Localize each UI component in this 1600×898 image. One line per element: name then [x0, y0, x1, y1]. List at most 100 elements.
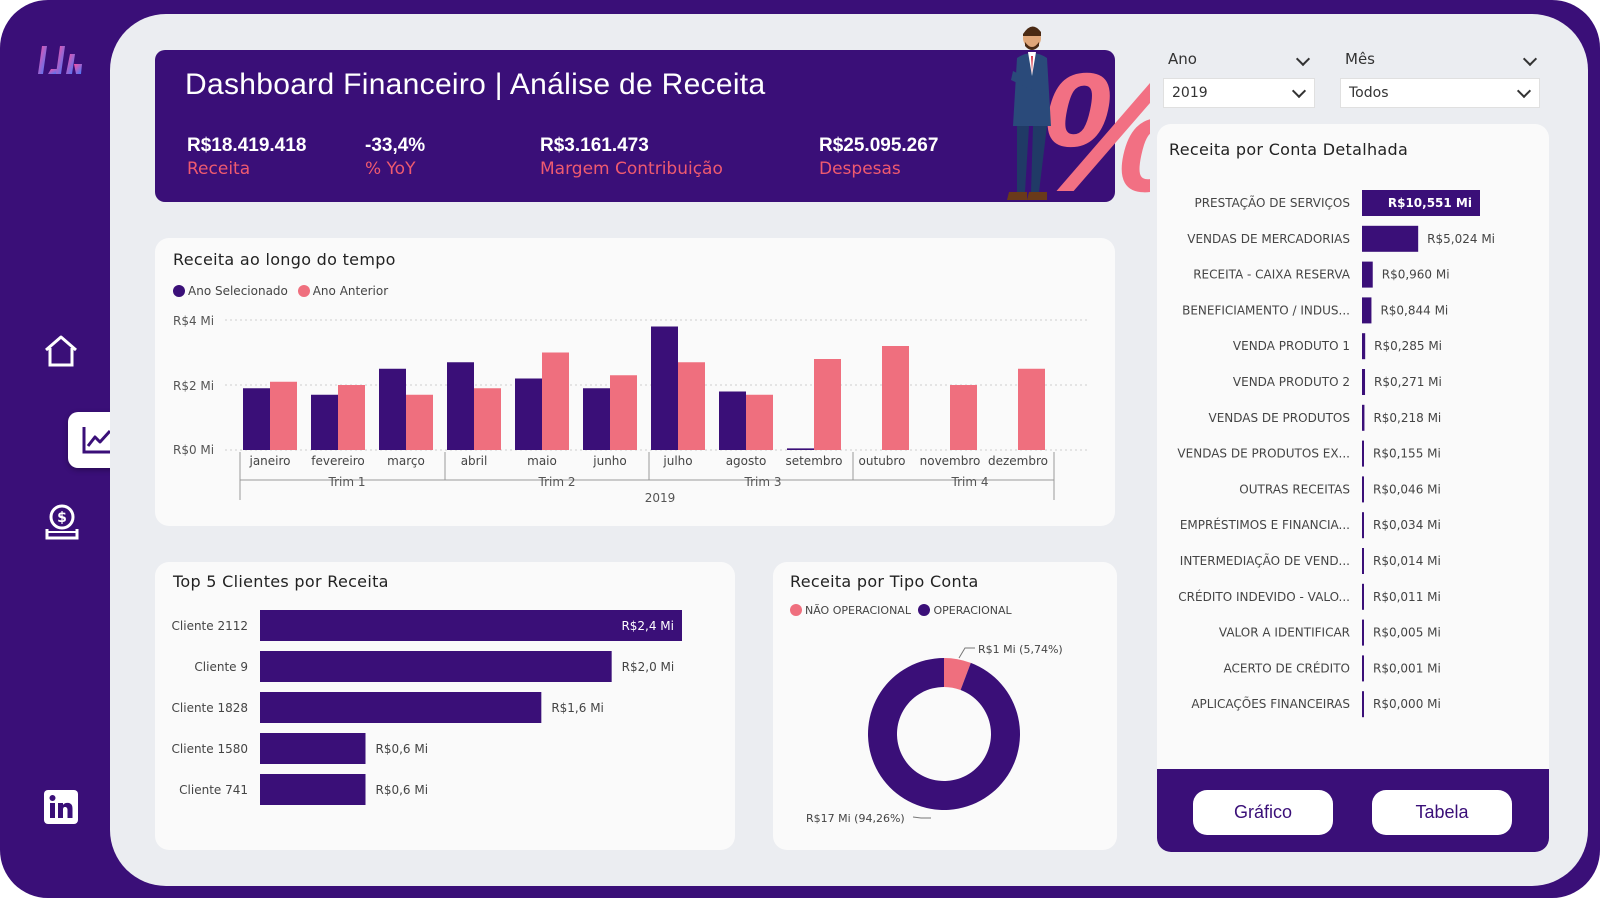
kpi-label: Despesas [819, 159, 901, 179]
category-label: VENDA PRODUTO 1 [1233, 339, 1350, 353]
quarter-label: Trim 4 [951, 475, 989, 489]
x-tick-label: dezembro [988, 454, 1048, 468]
kpi-value: R$18.419.418 [187, 135, 307, 156]
bar-ano-anterior[interactable] [746, 394, 773, 450]
bar-ano-anterior[interactable] [542, 352, 569, 451]
bar-ano-selecionado[interactable] [787, 448, 814, 450]
slicer-label: Mês [1345, 50, 1375, 68]
conta-bar[interactable] [1362, 583, 1364, 610]
kpi-label: % YoY [365, 159, 416, 179]
conta-bar[interactable] [1362, 261, 1373, 288]
grafico-button[interactable]: Gráfico [1193, 790, 1333, 835]
tabela-button[interactable]: Tabela [1372, 790, 1512, 835]
conta-bar[interactable] [1362, 691, 1364, 718]
conta-bar[interactable] [1362, 655, 1364, 682]
x-tick-label: fevereiro [311, 454, 365, 468]
bar-ano-anterior[interactable] [406, 394, 433, 450]
top-clients-chart: Cliente 2112 R$2,4 Mi Cliente 9 R$2,0 Mi Cli… [172, 610, 682, 805]
category-label: INTERMEDIAÇÃO DE VEND... [1180, 553, 1350, 568]
chart-legend: NÃO OPERACIONAL OPERACIONAL [790, 604, 1012, 617]
bar-ano-anterior[interactable] [338, 385, 365, 450]
slicer-label: Ano [1168, 50, 1197, 68]
slicer-mes-dropdown[interactable]: Todos [1340, 78, 1540, 108]
bar-ano-anterior[interactable] [882, 346, 909, 450]
conta-bar[interactable] [1362, 512, 1364, 539]
x-tick-label: agosto [726, 454, 767, 468]
legend-dot [173, 285, 185, 297]
mascot-percent-illustration: % [1007, 26, 1150, 206]
data-label: R$0,844 Mi [1380, 303, 1448, 317]
conta-bar[interactable] [1362, 440, 1364, 467]
bar-ano-anterior[interactable] [678, 362, 705, 450]
conta-bar[interactable] [1362, 225, 1419, 252]
bar-ano-selecionado[interactable] [515, 378, 542, 451]
bar-ano-selecionado[interactable] [379, 368, 406, 450]
category-label: VENDAS DE PRODUTOS [1208, 411, 1350, 425]
conta-bar[interactable] [1362, 369, 1366, 395]
legend-label: NÃO OPERACIONAL [805, 604, 911, 617]
slicer-ano-dropdown[interactable]: 2019 [1163, 78, 1315, 108]
data-label: R$0,034 Mi [1373, 518, 1441, 532]
client-bar[interactable] [260, 610, 682, 641]
data-label: R$0,285 Mi [1374, 339, 1442, 353]
client-bar[interactable] [260, 774, 366, 805]
kpi-value: -33,4% [365, 135, 426, 156]
bar-ano-selecionado[interactable] [583, 388, 610, 450]
leader-line [912, 816, 931, 819]
conta-bar[interactable] [1362, 404, 1365, 431]
conta-bar[interactable] [1362, 190, 1480, 216]
header-banner: Dashboard Financeiro | Análise de Receit… [155, 50, 1115, 202]
bar-ano-selecionado[interactable] [311, 394, 338, 450]
home-icon[interactable] [40, 330, 82, 372]
bar-ano-selecionado[interactable] [719, 391, 746, 451]
conta-bar[interactable] [1362, 619, 1364, 646]
bar-ano-anterior[interactable] [814, 359, 841, 450]
donut-slice-nao-operacional[interactable] [944, 658, 971, 691]
x-tick-label: novembro [920, 454, 981, 468]
bar-ano-anterior[interactable] [1018, 368, 1045, 450]
category-label: EMPRÉSTIMOS E FINANCIA... [1180, 517, 1350, 532]
client-bar[interactable] [260, 651, 612, 682]
data-label: R$0,271 Mi [1374, 375, 1442, 389]
data-label: R$0,005 Mi [1373, 626, 1441, 640]
donut-label-big: R$17 Mi (94,26%) [806, 812, 905, 825]
chart-legend: Ano Selecionado Ano Anterior [173, 284, 388, 298]
chevron-down-icon [1291, 83, 1307, 99]
conta-bar[interactable] [1362, 476, 1364, 503]
linkedin-icon[interactable] [44, 790, 78, 824]
x-tick-label: abril [461, 454, 488, 468]
y-tick-label: R$4 Mi [173, 314, 214, 328]
legend-dot [297, 285, 310, 297]
revenue-time-chart: janeiro fevereiro março abril maio junho julho… [173, 314, 1090, 505]
tipo-conta-donut: R$1 Mi (5,74%) R$17 Mi (94,26%) [806, 643, 1063, 825]
category-label: Cliente 1580 [172, 742, 248, 756]
conta-bar[interactable] [1362, 548, 1364, 574]
category-label: Cliente 741 [179, 783, 248, 797]
x-tick-label: março [387, 454, 425, 468]
data-label: R$0,000 Mi [1373, 697, 1441, 711]
conta-bar[interactable] [1362, 333, 1366, 360]
money-icon[interactable]: $ [42, 502, 82, 542]
category-label: Cliente 9 [194, 660, 248, 674]
bar-ano-selecionado[interactable] [651, 326, 678, 451]
page-title: Dashboard Financeiro | Análise de Receit… [185, 68, 766, 101]
client-bar[interactable] [260, 692, 542, 723]
kpi-label: Receita [187, 159, 251, 179]
x-tick-label: julho [662, 454, 692, 468]
y-tick-label: R$2 Mi [173, 379, 214, 393]
legend-dot [790, 604, 802, 616]
bar-ano-anterior[interactable] [950, 385, 977, 450]
donut-slice-operacional[interactable] [868, 658, 1020, 810]
bar-ano-anterior[interactable] [270, 381, 297, 450]
bar-ano-anterior[interactable] [610, 375, 637, 450]
data-label: R$0,155 Mi [1373, 447, 1441, 461]
conta-bar[interactable] [1362, 297, 1372, 324]
bar-ano-selecionado[interactable] [243, 388, 270, 450]
legend-dot [918, 604, 931, 616]
data-label: R$0,001 Mi [1373, 661, 1441, 675]
logo-icon[interactable] [36, 40, 86, 80]
client-bar[interactable] [260, 733, 366, 764]
bar-ano-selecionado[interactable] [447, 362, 474, 450]
conta-detalhada-chart: PRESTAÇÃO DE SERVIÇOS R$10,551 Mi VENDAS D… [1177, 190, 1495, 718]
bar-ano-anterior[interactable] [474, 388, 501, 450]
